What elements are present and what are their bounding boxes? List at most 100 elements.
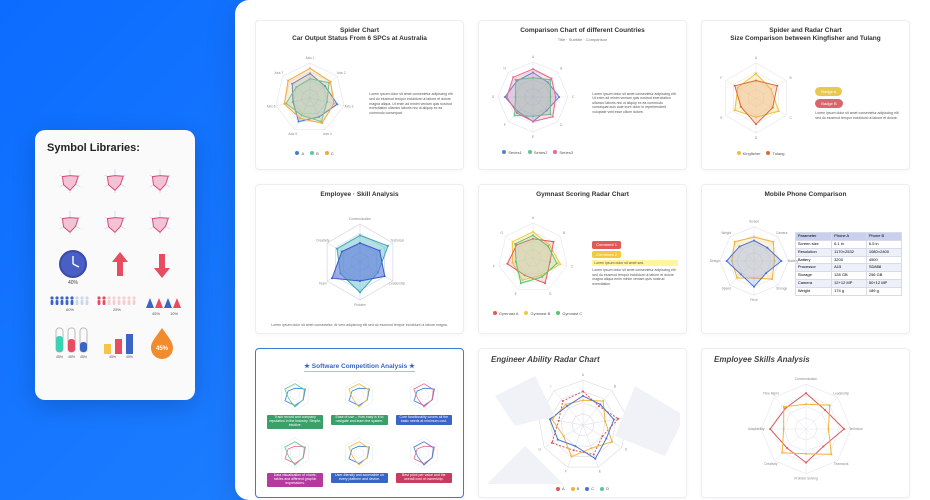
template-card[interactable]: Mobile Phone ComparisonScreenCameraBatte… <box>701 184 910 334</box>
svg-text:A: A <box>755 56 758 60</box>
svg-text:G: G <box>500 231 503 235</box>
svg-text:·: · <box>173 229 174 232</box>
svg-text:Storage: Storage <box>776 287 787 291</box>
footer-text: Lorem ipsum dolor sit amet consectetur. … <box>267 323 451 327</box>
svg-text:·: · <box>69 206 70 209</box>
svg-text:B: B <box>563 231 565 235</box>
svg-text:·: · <box>147 187 148 190</box>
legend-item: C <box>325 151 334 156</box>
svg-text:·: · <box>82 214 83 217</box>
legend-item: Tulang <box>766 151 784 156</box>
symbol-row: ·················· <box>47 206 183 240</box>
svg-text:D: D <box>755 136 758 140</box>
svg-text:45%: 45% <box>56 355 63 359</box>
highlight-text: Lorem ipsum dolor sit amet sed. <box>592 260 678 267</box>
svg-text:Team: Team <box>318 281 326 285</box>
svg-text:A: A <box>532 55 535 59</box>
arrow-up-icon <box>108 248 132 286</box>
legend-item: Series2 <box>528 150 548 155</box>
svg-text:·: · <box>173 187 174 190</box>
card-title: Mobile Phone Comparison <box>765 191 847 199</box>
bar-gauge-icon: 45% 45% <box>98 324 138 360</box>
template-card[interactable]: Gymnast Scoring Radar ChartABCDEFGGymnas… <box>478 184 687 334</box>
svg-text:D: D <box>560 123 563 127</box>
svg-text:B: B <box>560 66 562 70</box>
radar-chart: ABCDEFKingfisherTulang <box>710 52 811 156</box>
legend-item: Kingfisher <box>737 151 761 156</box>
clock-icon: 40% <box>56 248 90 286</box>
card-title: Comparison Chart of different Countries <box>520 27 645 35</box>
comparison-table: ParameterPhone APhone BScreen size6.1 in… <box>795 232 902 295</box>
template-card[interactable]: Comparison Chart of different CountriesT… <box>478 20 687 170</box>
description: Lorem ipsum dolor sit amet consectetur a… <box>592 92 678 115</box>
template-card[interactable]: Engineer Ability Radar ChartABCDEFGHIABC… <box>478 348 687 498</box>
legend: Gymnast AGymnast BGymnast C <box>487 311 588 316</box>
svg-text:Axis 3: Axis 3 <box>345 105 354 109</box>
card-title: Gymnast Scoring Radar Chart <box>536 191 629 199</box>
legend-item: Gymnast C <box>556 311 582 316</box>
svg-text:45%: 45% <box>68 355 75 359</box>
svg-text:45%: 45% <box>126 355 133 359</box>
svg-text:D: D <box>549 292 552 296</box>
svg-text:45%: 45% <box>80 355 87 359</box>
svg-text:·: · <box>102 172 103 175</box>
description: Lorem ipsum dolor sit amet consectetur a… <box>369 92 455 115</box>
template-card[interactable]: Employee Skills AnalysisCommunicationLea… <box>701 348 910 498</box>
mini-radar-cell: Best price per value and the overall cos… <box>393 433 455 489</box>
svg-text:·: · <box>69 194 70 197</box>
svg-text:G: G <box>492 95 495 99</box>
test-tubes-icon: 45% 45% 45% <box>51 324 91 360</box>
svg-text:·: · <box>128 187 129 190</box>
svg-text:Communication: Communication <box>348 217 370 221</box>
svg-text:·: · <box>56 229 57 232</box>
multi-radar-grid: Track record and company reputation in t… <box>264 375 455 489</box>
svg-text:Creativity: Creativity <box>316 238 330 242</box>
template-card[interactable]: Spider and Radar Chart Size Comparison b… <box>701 20 910 170</box>
legend-item: B <box>571 486 580 491</box>
symbol-row: 40% <box>47 248 183 286</box>
mini-bar-label: Best price per value and the overall cos… <box>396 473 452 483</box>
svg-text:·: · <box>147 172 148 175</box>
legend: Series1Series2Series3 <box>487 150 588 155</box>
mini-radar-cell: Track record and company reputation in t… <box>264 375 326 431</box>
symbol-row: 45%45%45%45%45%45% <box>47 324 183 360</box>
template-card[interactable]: Employee · Skill AnalysisCommunicationTe… <box>255 184 464 334</box>
svg-text:·: · <box>115 206 116 209</box>
svg-text:H: H <box>503 66 506 70</box>
svg-text:Axis 7: Axis 7 <box>274 71 283 75</box>
radar-chart: ABCDEFGHI <box>485 366 680 484</box>
description: Comment 1Comment 2Lorem ipsum dolor sit … <box>592 241 678 286</box>
svg-text:·: · <box>56 214 57 217</box>
people-gauge-icon: 25% <box>95 294 139 316</box>
template-card[interactable]: Spider Chart Car Output Status From 6 SP… <box>255 20 464 170</box>
legend-item: A <box>556 486 565 491</box>
svg-text:45%: 45% <box>109 355 116 359</box>
mini-radar-cell: Core functionality covers all the basic … <box>393 375 455 431</box>
arrow-down-icon <box>150 248 174 286</box>
people-gauge-icon: 60% <box>48 294 92 316</box>
svg-text:·: · <box>128 214 129 217</box>
svg-text:Adaptability: Adaptability <box>747 426 764 430</box>
legend-item: B <box>310 151 319 156</box>
svg-text:·: · <box>160 206 161 209</box>
legend-item: A <box>295 151 304 156</box>
svg-text:40%: 40% <box>68 280 79 286</box>
svg-text:Technical: Technical <box>849 426 863 430</box>
svg-text:Camera: Camera <box>776 232 788 236</box>
svg-text:Leadership: Leadership <box>833 391 849 395</box>
radar-chart: Axis 1Axis 2Axis 3Axis 4Axis 5Axis 6Axis… <box>264 52 365 156</box>
svg-text:·: · <box>115 164 116 167</box>
svg-text:·: · <box>173 172 174 175</box>
legend-item: D <box>600 486 609 491</box>
svg-text:Price: Price <box>750 298 757 302</box>
legend-item: C <box>585 486 594 491</box>
card-title: Spider and Radar Chart Size Comparison b… <box>730 27 880 43</box>
svg-text:Creativity: Creativity <box>764 462 778 466</box>
svg-text:·: · <box>128 172 129 175</box>
card-title: Employee Skills Analysis <box>708 355 810 364</box>
svg-text:F: F <box>493 265 495 269</box>
svg-text:·: · <box>102 187 103 190</box>
svg-text:·: · <box>102 229 103 232</box>
svg-text:·: · <box>115 194 116 197</box>
template-card[interactable]: ★ Software Competition Analysis ★Track r… <box>255 348 464 498</box>
